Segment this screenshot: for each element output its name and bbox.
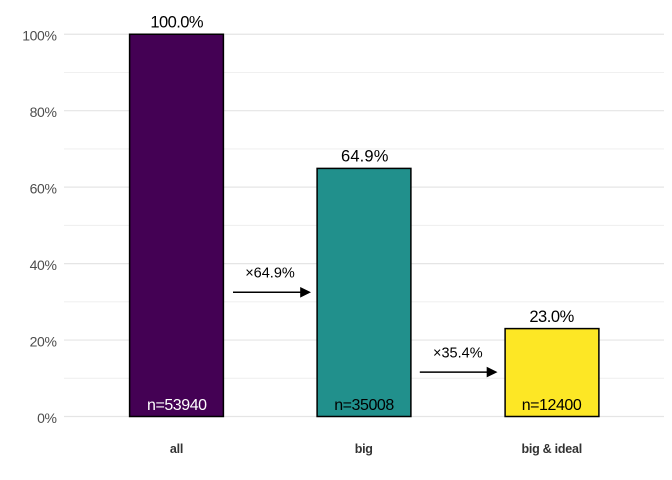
svg-text:40%: 40% — [30, 257, 57, 273]
svg-text:60%: 60% — [30, 181, 57, 197]
svg-text:80%: 80% — [30, 104, 57, 120]
svg-text:big: big — [355, 442, 373, 456]
svg-text:23.0%: 23.0% — [529, 308, 574, 326]
svg-text:20%: 20% — [30, 333, 57, 349]
svg-text:×64.9%: ×64.9% — [245, 265, 295, 281]
svg-text:n=53940: n=53940 — [147, 397, 207, 414]
svg-text:×35.4%: ×35.4% — [433, 345, 483, 361]
svg-text:100%: 100% — [22, 28, 56, 44]
svg-text:0%: 0% — [37, 410, 56, 426]
svg-text:64.9%: 64.9% — [341, 148, 389, 166]
svg-text:100.0%: 100.0% — [150, 14, 204, 32]
svg-text:n=12400: n=12400 — [522, 397, 582, 414]
svg-text:big & ideal: big & ideal — [521, 442, 581, 456]
svg-text:all: all — [170, 442, 183, 456]
svg-text:n=35008: n=35008 — [334, 397, 394, 414]
